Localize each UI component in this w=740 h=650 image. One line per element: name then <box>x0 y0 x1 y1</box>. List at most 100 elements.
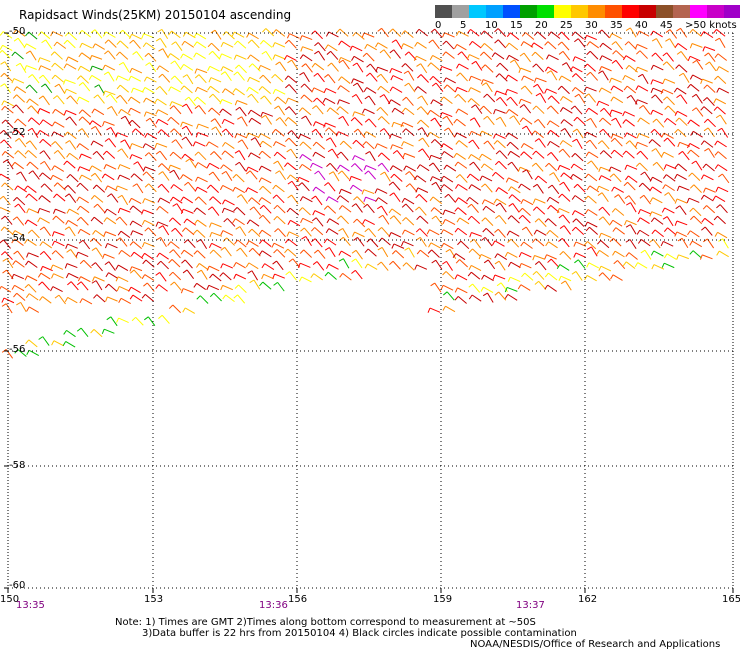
wind-barb <box>142 86 155 94</box>
wind-barb <box>158 314 170 324</box>
wind-barb <box>16 301 27 313</box>
wind-barb <box>674 110 688 117</box>
wind-barb <box>661 207 675 214</box>
wind-barb <box>442 209 456 215</box>
wind-barb <box>13 37 25 48</box>
wind-barb <box>129 294 143 302</box>
wind-barb <box>687 83 700 92</box>
wind-barb <box>535 92 547 104</box>
wind-barb <box>350 163 363 172</box>
wind-barb <box>185 158 197 169</box>
wind-barb <box>376 106 389 116</box>
wind-barb <box>349 184 363 192</box>
wind-barb <box>54 83 66 94</box>
wind-barb <box>50 286 63 293</box>
wind-barb <box>378 214 390 225</box>
wind-barb <box>219 99 233 105</box>
wind-barb <box>587 160 599 170</box>
lon-label-159: 159 <box>433 594 453 605</box>
legend-label: 30 <box>585 20 598 31</box>
wind-barb <box>339 140 352 149</box>
wind-barb <box>377 227 390 236</box>
wind-barb <box>196 269 208 280</box>
wind-barb <box>284 238 298 247</box>
wind-barb <box>651 38 663 49</box>
wind-barb <box>687 55 701 62</box>
wind-barb <box>483 140 495 150</box>
wind-barb <box>249 206 262 216</box>
wind-barb <box>247 152 261 159</box>
wind-barb <box>297 182 310 192</box>
wind-barb <box>531 238 545 247</box>
wind-barb <box>547 129 560 138</box>
wind-barb <box>557 31 570 41</box>
wind-barb <box>361 32 375 38</box>
wind-barb <box>570 163 584 171</box>
wind-barb <box>158 171 170 181</box>
wind-barb <box>532 198 546 204</box>
wind-barb <box>78 239 91 250</box>
wind-barb <box>626 202 637 213</box>
wind-barb <box>405 183 418 193</box>
wind-barb <box>492 274 506 280</box>
wind-barb <box>586 41 600 49</box>
wind-barb <box>570 105 583 115</box>
wind-barb <box>481 217 494 226</box>
wind-barb <box>326 218 340 225</box>
wind-barb <box>103 231 117 237</box>
wind-barb <box>78 52 91 60</box>
wind-barb <box>674 220 688 226</box>
wind-barb <box>40 183 53 192</box>
wind-barb <box>130 251 144 260</box>
wind-barb <box>248 63 261 72</box>
wind-barb <box>180 288 194 294</box>
wind-barb <box>76 327 89 337</box>
wind-barb <box>14 185 27 193</box>
wind-barb <box>468 283 481 293</box>
wind-barb <box>363 131 377 138</box>
wind-barb <box>25 339 38 348</box>
wind-barb <box>363 196 377 202</box>
wind-barb <box>222 199 235 206</box>
wind-barb <box>0 215 13 225</box>
wind-barb <box>28 170 40 180</box>
wind-barb <box>452 253 466 261</box>
wind-barb <box>193 32 207 40</box>
lat-label-60: -60 <box>9 580 26 591</box>
wind-barb <box>717 127 729 138</box>
wind-barb <box>507 186 521 194</box>
wind-barb <box>314 50 326 61</box>
wind-barb <box>665 29 678 39</box>
wind-barb <box>688 172 701 182</box>
wind-barb <box>445 248 457 260</box>
wind-barb <box>0 207 11 213</box>
wind-barb <box>104 261 116 271</box>
wind-barb <box>0 61 12 72</box>
wind-barb <box>518 67 532 73</box>
legend-label: 15 <box>510 20 523 31</box>
wind-barb <box>456 72 468 82</box>
wind-barb <box>427 62 440 71</box>
wind-barb <box>349 175 362 182</box>
wind-barb <box>64 32 78 41</box>
wind-barb <box>467 203 479 213</box>
wind-barb <box>129 269 142 279</box>
wind-barb <box>599 42 612 51</box>
wind-barb <box>337 164 350 172</box>
wind-barb <box>556 207 570 214</box>
wind-barb <box>662 78 676 84</box>
wind-barb <box>338 188 352 195</box>
wind-barb <box>93 203 106 213</box>
wind-barb <box>389 192 401 203</box>
legend-swatch <box>435 5 452 18</box>
map-title: Rapidsact Winds(25KM) 20150104 ascending <box>19 8 292 22</box>
wind-barb <box>704 147 715 158</box>
wind-barb <box>92 276 105 282</box>
wind-barb <box>391 121 405 128</box>
wind-barb <box>221 170 233 181</box>
wind-barb <box>494 28 507 37</box>
wind-barb <box>427 307 441 313</box>
wind-barb <box>560 119 573 127</box>
wind-barb <box>572 128 584 139</box>
wind-barb <box>90 216 104 225</box>
